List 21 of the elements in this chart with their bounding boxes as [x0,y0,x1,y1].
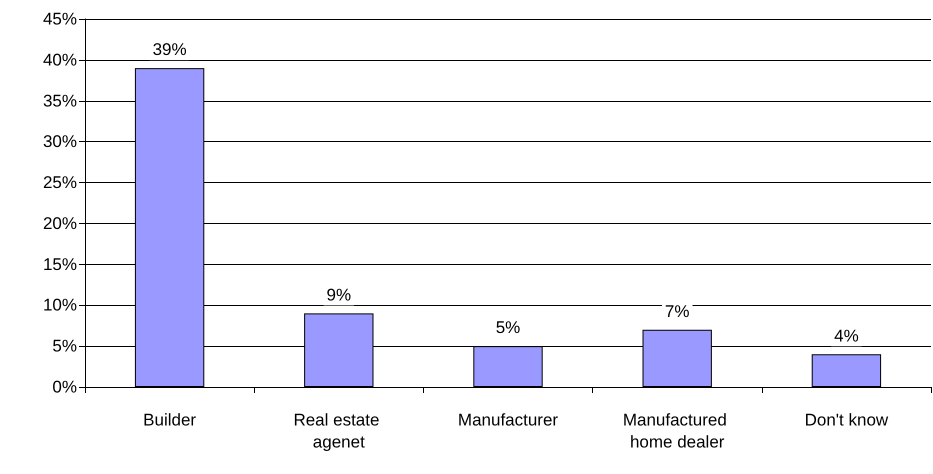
x-tick-label: Manufacturer [458,410,558,430]
bar [812,354,882,387]
y-tick-label: 10% [42,296,77,315]
y-tick-label: 45% [42,10,77,28]
y-tick-label: 40% [42,50,77,70]
data-label: 9% [326,285,352,304]
y-tick-label: 25% [42,173,77,192]
y-tick-label: 30% [42,132,77,152]
y-tick-label: 5% [52,336,77,356]
x-tick-label: Manufactured home dealer [622,410,732,452]
x-tick-label: Real estate agenet [293,410,384,452]
x-tick-label: Builder [143,410,196,430]
data-label: 39% [152,40,187,60]
y-tick-label: 20% [42,214,77,233]
data-label: 4% [834,326,859,346]
y-tick-label: 35% [42,91,77,110]
data-label: 5% [496,318,520,338]
y-tick-label: 15% [42,254,77,274]
data-label: 7% [664,302,690,321]
y-tick-label: 0% [52,378,77,396]
x-tick-label: Don't know [804,410,889,430]
